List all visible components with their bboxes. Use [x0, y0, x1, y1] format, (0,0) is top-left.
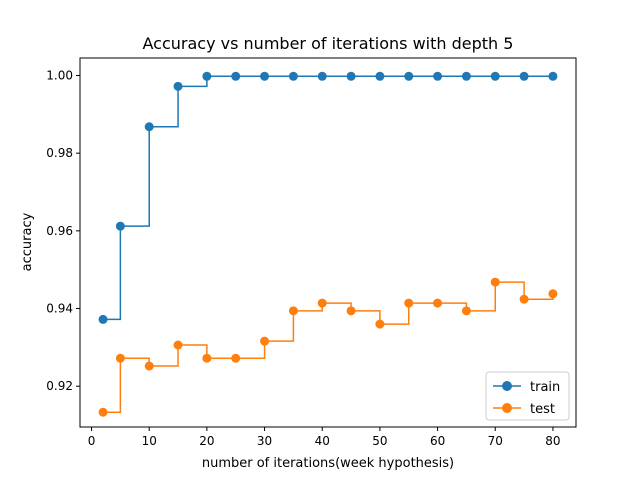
- data-point-train: [260, 71, 270, 81]
- x-tick-label: 10: [142, 434, 157, 448]
- x-axis-label: number of iterations(week hypothesis): [202, 456, 454, 471]
- y-tick-label: 0.96: [46, 224, 73, 238]
- data-point-train: [202, 71, 212, 81]
- data-point-train: [231, 71, 241, 81]
- data-point-train: [98, 314, 108, 324]
- plot-area: [98, 71, 558, 417]
- data-point-train: [144, 122, 154, 132]
- chart-title: Accuracy vs number of iterations with de…: [143, 34, 514, 53]
- y-tick-label: 0.94: [46, 302, 73, 316]
- data-point-train: [375, 71, 385, 81]
- data-point-test: [144, 361, 154, 371]
- data-point-test: [173, 340, 183, 350]
- data-point-test: [346, 306, 356, 316]
- data-point-test: [260, 336, 270, 346]
- data-point-train: [288, 71, 298, 81]
- data-point-train: [433, 71, 443, 81]
- data-point-test: [490, 277, 500, 287]
- x-tick-label: 60: [430, 434, 445, 448]
- data-point-train: [548, 71, 558, 81]
- legend-marker-test: [502, 403, 512, 413]
- legend-label-train: train: [530, 380, 560, 395]
- x-tick-label: 40: [315, 434, 330, 448]
- data-point-test: [519, 294, 529, 304]
- axes-frame: [79, 57, 577, 428]
- x-tick-label: 80: [545, 434, 560, 448]
- y-axis-label: accuracy: [20, 212, 35, 271]
- data-point-train: [519, 71, 529, 81]
- data-point-test: [404, 298, 414, 308]
- data-point-test: [433, 298, 443, 308]
- x-tick-label: 70: [488, 434, 503, 448]
- data-point-test: [98, 407, 108, 417]
- data-point-test: [202, 353, 212, 363]
- data-point-test: [317, 298, 327, 308]
- legend-label-test: test: [530, 402, 555, 417]
- data-point-train: [490, 71, 500, 81]
- y-tick-label: 0.92: [46, 379, 73, 393]
- data-point-train: [346, 71, 356, 81]
- x-tick-label: 20: [199, 434, 214, 448]
- data-point-test: [231, 353, 241, 363]
- x-tick-label: 0: [88, 434, 96, 448]
- data-point-test: [375, 319, 385, 329]
- data-point-test: [288, 306, 298, 316]
- data-point-train: [404, 71, 414, 81]
- data-point-train: [317, 71, 327, 81]
- y-tick-label: 1.00: [46, 68, 73, 82]
- x-tick-label: 50: [372, 434, 387, 448]
- legend: train test: [485, 371, 570, 421]
- legend-marker-train: [502, 381, 512, 391]
- data-point-train: [115, 221, 125, 231]
- data-point-train: [461, 71, 471, 81]
- data-point-test: [548, 289, 558, 299]
- data-point-test: [461, 306, 471, 316]
- x-tick-label: 30: [257, 434, 272, 448]
- data-point-test: [115, 353, 125, 363]
- y-tick-label: 0.98: [46, 146, 73, 160]
- data-point-train: [173, 81, 183, 91]
